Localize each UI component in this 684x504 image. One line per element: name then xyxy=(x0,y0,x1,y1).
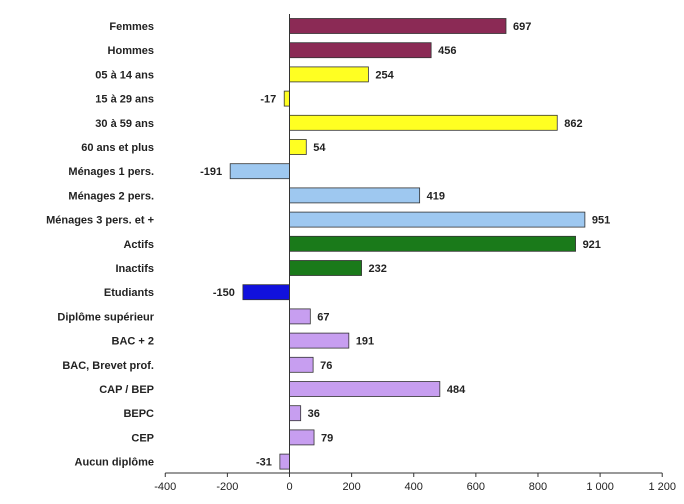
bar xyxy=(242,284,290,301)
category-label: Etudiants xyxy=(104,287,154,299)
data-label: 54 xyxy=(313,142,326,154)
category-label: BEPC xyxy=(123,408,154,420)
x-tick-label: 600 xyxy=(467,481,485,493)
bar xyxy=(289,429,315,446)
bar xyxy=(289,308,311,325)
category-label: Ménages 2 pers. xyxy=(68,190,154,202)
data-label: 419 xyxy=(427,190,445,202)
x-tick-label: 1 200 xyxy=(648,481,676,493)
bar xyxy=(229,163,290,180)
data-label: 456 xyxy=(438,45,456,57)
category-label: Diplôme supérieur xyxy=(57,311,154,323)
bar xyxy=(289,66,369,83)
category-label: 60 ans et plus xyxy=(81,142,154,154)
data-label: -17 xyxy=(260,94,276,106)
bar xyxy=(289,332,350,349)
category-label: 15 à 29 ans xyxy=(95,94,154,106)
data-label: 67 xyxy=(317,311,329,323)
category-label: Actifs xyxy=(123,239,154,251)
x-tick-label: 400 xyxy=(405,481,423,493)
x-tick-label: 800 xyxy=(529,481,547,493)
data-label: 921 xyxy=(583,239,601,251)
category-label: Aucun diplôme xyxy=(75,457,154,469)
data-label: 232 xyxy=(369,263,387,275)
category-label: CAP / BEP xyxy=(99,384,154,396)
bar xyxy=(289,211,586,228)
bar xyxy=(289,381,441,397)
bar xyxy=(289,18,507,34)
bars-layer: Femmes 697 Hommes 456 05 à 14 ans 254 15 à 29 … xyxy=(46,18,610,470)
bar xyxy=(289,42,432,59)
x-tick-label: -200 xyxy=(216,481,238,493)
data-label: 191 xyxy=(356,336,374,348)
data-label: 254 xyxy=(375,69,394,81)
category-label: 30 à 59 ans xyxy=(95,118,154,130)
category-label: Inactifs xyxy=(115,263,154,275)
bar xyxy=(289,139,307,155)
x-axis: -400 -200 0 200 400 600 800 1 000 1 200 xyxy=(154,14,676,493)
data-label: 484 xyxy=(447,384,466,396)
data-label: -191 xyxy=(200,166,222,178)
category-label: BAC + 2 xyxy=(112,336,155,348)
data-label: -150 xyxy=(213,287,235,299)
x-tick-label: 1 000 xyxy=(586,481,614,493)
category-label: Hommes xyxy=(108,45,154,57)
category-label: BAC, Brevet prof. xyxy=(62,360,154,372)
category-label: Ménages 1 pers. xyxy=(68,166,154,178)
bar xyxy=(289,187,421,204)
data-label: 79 xyxy=(321,432,333,444)
bar xyxy=(289,235,576,252)
bar xyxy=(289,260,362,276)
x-tick-label: -400 xyxy=(154,481,176,493)
bar xyxy=(289,356,314,373)
bar xyxy=(289,114,558,131)
bar xyxy=(279,453,290,470)
data-label: 862 xyxy=(564,118,582,130)
category-label: 05 à 14 ans xyxy=(95,69,154,81)
category-label: Ménages 3 pers. et + xyxy=(46,215,154,227)
data-label: 951 xyxy=(592,215,610,227)
category-label: CEP xyxy=(131,432,154,444)
x-tick-label: 0 xyxy=(286,481,292,493)
data-label: -31 xyxy=(256,457,272,469)
data-label: 76 xyxy=(320,360,332,372)
bar xyxy=(283,90,290,107)
category-label: Femmes xyxy=(109,21,154,33)
bar xyxy=(289,405,302,422)
x-tick-label: 200 xyxy=(342,481,360,493)
data-label: 36 xyxy=(308,408,320,420)
data-label: 697 xyxy=(513,21,531,33)
